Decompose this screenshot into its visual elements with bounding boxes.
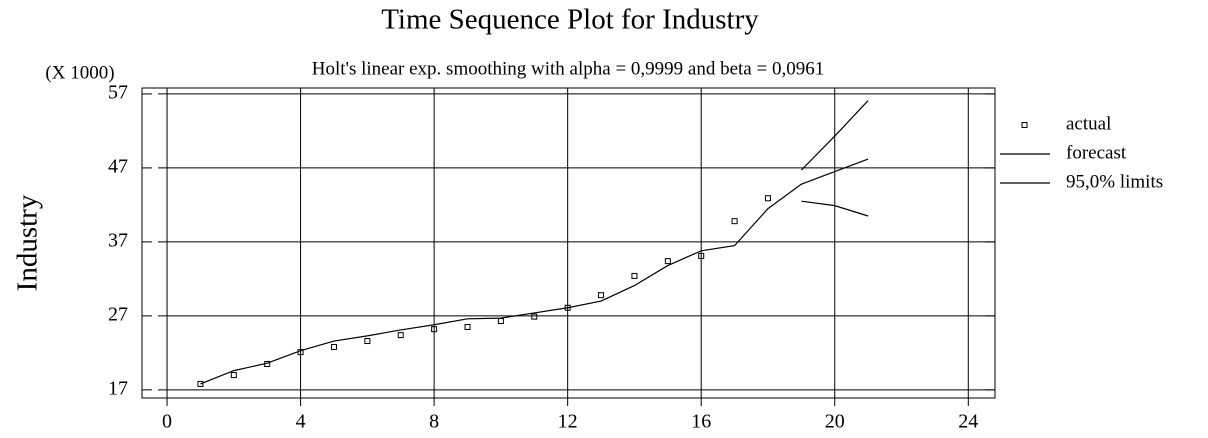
- data-point: [230, 372, 237, 379]
- chart-subtitle: Holt's linear exp. smoothing with alpha …: [312, 58, 824, 79]
- x-tick-label: 24: [958, 411, 978, 433]
- plot-frame: [141, 87, 996, 399]
- data-point: [698, 252, 705, 259]
- data-point: [431, 326, 438, 333]
- series-line: [200, 158, 869, 385]
- x-tick-label: 20: [825, 411, 845, 433]
- data-point: [364, 338, 371, 345]
- x-tick-label: 12: [558, 411, 578, 433]
- legend-label: forecast: [1066, 142, 1127, 163]
- y-tick-label: 27: [108, 303, 128, 325]
- x-tick-label: 4: [296, 411, 306, 433]
- y-multiplier: (X 1000): [45, 62, 114, 83]
- data-point: [464, 323, 471, 330]
- y-tick-label: 57: [108, 82, 128, 104]
- x-tick-label: 16: [691, 411, 711, 433]
- data-point: [531, 313, 538, 320]
- legend-label: 95,0% limits: [1066, 171, 1163, 192]
- data-point: [497, 318, 504, 325]
- data-point: [764, 195, 771, 202]
- data-point: [664, 258, 671, 265]
- series-line: [800, 100, 869, 171]
- series-line: [801, 200, 869, 217]
- legend-label: actual: [1066, 113, 1111, 134]
- y-tick-label: 17: [108, 377, 128, 399]
- data-point: [731, 218, 738, 225]
- data-point: [631, 272, 638, 279]
- y-tick-label: 47: [108, 155, 128, 177]
- y-axis-label: Industry: [12, 194, 44, 291]
- data-point: [598, 292, 605, 299]
- data-point: [397, 332, 404, 339]
- x-tick-label: 8: [429, 411, 439, 433]
- x-tick-label: 0: [162, 411, 172, 433]
- y-tick-label: 37: [108, 229, 128, 251]
- legend-marker: [1021, 122, 1028, 128]
- data-point: [330, 343, 337, 350]
- chart-title: Time Sequence Plot for Industry: [381, 4, 759, 36]
- data-point: [197, 380, 204, 387]
